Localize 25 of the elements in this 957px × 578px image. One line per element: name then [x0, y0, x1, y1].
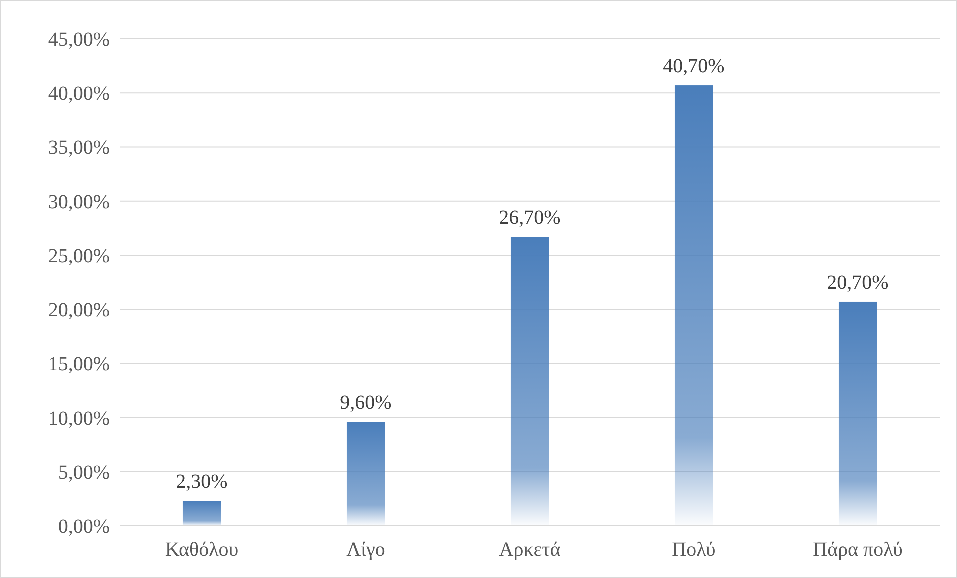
bar — [838, 302, 878, 526]
y-tick-label: 20,00% — [48, 300, 110, 322]
data-label: 40,70% — [663, 56, 725, 78]
x-tick-label: Πολύ — [672, 539, 716, 561]
y-tick-label: 40,00% — [48, 83, 110, 106]
x-tick-label: Αρκετά — [499, 539, 562, 561]
bar — [346, 422, 386, 526]
bar — [510, 237, 550, 526]
data-label: 20,70% — [827, 272, 889, 294]
y-tick-label: 15,00% — [48, 354, 110, 376]
x-tick-label: Λίγο — [346, 539, 386, 561]
x-tick-label: Πάρα πολύ — [813, 539, 903, 561]
y-tick-label: 10,00% — [48, 408, 110, 430]
y-tick-label: 30,00% — [48, 191, 110, 214]
y-tick-label: 0,00% — [58, 516, 110, 538]
x-tick-label: Καθόλου — [165, 539, 239, 561]
data-label: 9,60% — [340, 392, 392, 414]
y-tick-label: 25,00% — [48, 245, 110, 268]
y-tick-label: 35,00% — [48, 137, 110, 160]
data-label: 2,30% — [176, 471, 228, 494]
bar — [674, 86, 714, 526]
data-label: 26,70% — [499, 207, 561, 230]
y-tick-label: 5,00% — [58, 462, 110, 484]
bar — [182, 501, 222, 526]
y-tick-label: 45,00% — [48, 29, 110, 51]
